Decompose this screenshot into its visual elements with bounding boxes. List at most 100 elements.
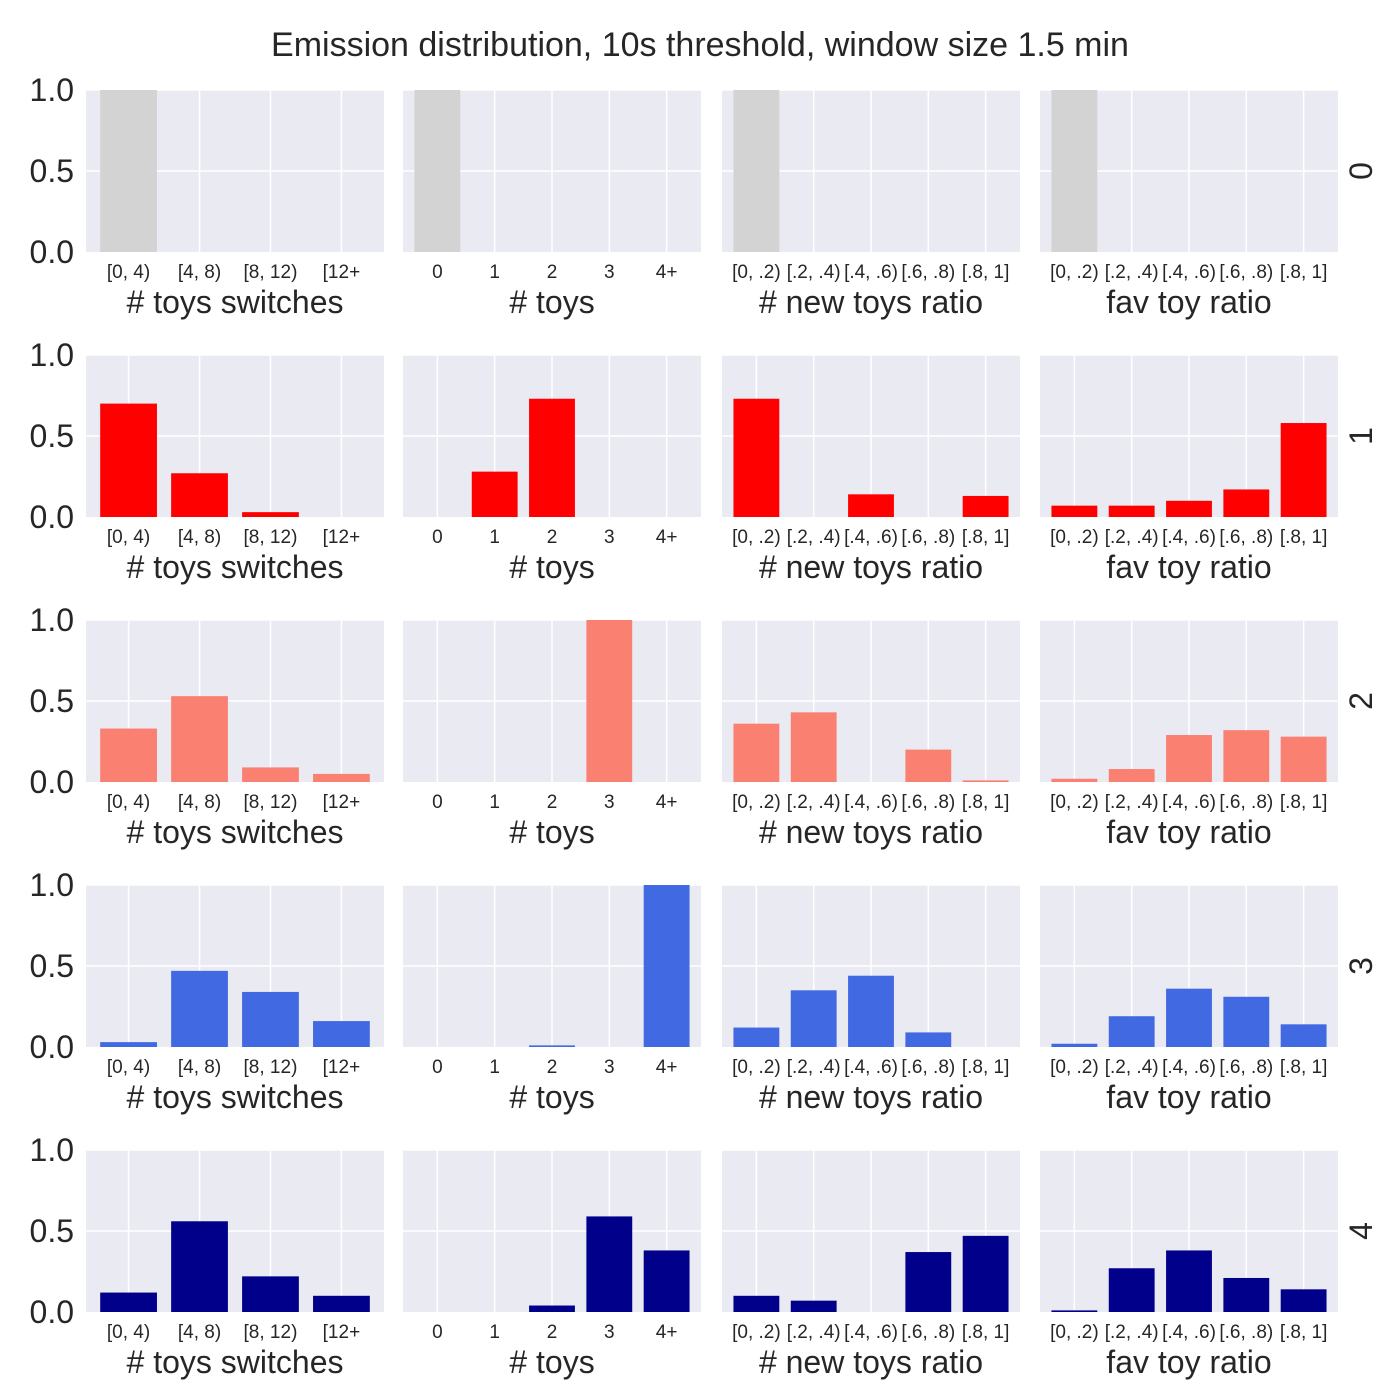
bar-4+	[643, 1250, 690, 1312]
row-label-state-4: 4	[1343, 1222, 1379, 1240]
bar-2	[529, 1305, 575, 1312]
panel-row-0-toys-switches: [0, 4) [4, 8) [8, 12) [12+# toys switches 0.…	[30, 72, 384, 320]
x-tick-label: [.6, .8)	[1219, 1057, 1273, 1078]
bar-0	[414, 90, 461, 252]
bar-[.2, .4)	[1108, 1268, 1155, 1312]
x-tick-label: [0, 4)	[107, 792, 150, 813]
bar-[.6, .8)	[905, 1252, 952, 1312]
x-axis-label: fav toy ratio	[1106, 284, 1271, 320]
x-tick-label: [.4, .6)	[1162, 262, 1216, 283]
bar-[.4, .6)	[1166, 735, 1212, 782]
panel-row-2-toys: 0 1 2 3 4+ # toys	[403, 619, 701, 850]
bar-[.4, .6)	[1166, 988, 1212, 1047]
x-tick-label: [.4, .6)	[1162, 1322, 1216, 1343]
bar-[.4, .6)	[848, 975, 894, 1047]
bar-[.8, 1]	[1280, 1289, 1327, 1312]
bar-[.6, .8)	[1223, 730, 1270, 782]
x-tick-label: [12+	[323, 262, 361, 283]
panel-row-3-toys: 0 1 2 3 4+ # toys	[403, 884, 701, 1115]
x-tick-label: [0, .2)	[732, 1322, 781, 1343]
x-tick-label: [.6, .8)	[901, 527, 955, 548]
bar-[.2, .4)	[790, 1300, 837, 1312]
panel-row-2-fav-toy-ratio: [0, .2) [.2, .4) [.4, .6) [.6, .8) [.8, 1] fa…	[1040, 619, 1338, 850]
x-tick-label: [.2, .4)	[787, 262, 841, 283]
x-tick-label: [.8, 1]	[1280, 1057, 1328, 1078]
panel-row-0-fav-toy-ratio: [0, .2) [.2, .4) [.4, .6) [.6, .8) [.8, 1] fa…	[1040, 89, 1338, 320]
bar-1	[471, 471, 518, 517]
x-tick-label: [0, 4)	[107, 527, 150, 548]
x-axis-label: fav toy ratio	[1106, 1079, 1271, 1115]
y-tick-label: 1.0	[30, 602, 74, 638]
x-tick-label: [8, 12)	[244, 1322, 298, 1343]
x-tick-label: [.2, .4)	[1105, 527, 1159, 548]
x-tick-label: 3	[604, 262, 615, 283]
bar-[.8, 1]	[962, 780, 1009, 782]
x-tick-label: [0, 4)	[107, 1322, 150, 1343]
panel-row-4-new-toys-ratio: [0, .2) [.2, .4) [.4, .6) [.6, .8) [.8, 1]# …	[722, 1149, 1020, 1380]
x-tick-label: 2	[547, 262, 558, 283]
bar-[8, 12)	[242, 512, 299, 517]
bar-[0, .2)	[733, 723, 780, 782]
x-tick-label: [.4, .6)	[844, 262, 898, 283]
panel-grid: [0, 4) [4, 8) [8, 12) [12+ # toys switches 0.…	[30, 72, 1379, 1380]
x-tick-label: [4, 8)	[178, 792, 221, 813]
bar-[8, 12)	[242, 991, 299, 1047]
y-tick-label: 0.5	[30, 153, 74, 189]
x-tick-label: 3	[604, 527, 615, 548]
x-tick-label: [.2, .4)	[787, 792, 841, 813]
x-axis-label: # toys	[509, 814, 594, 850]
x-axis-label: # toys	[509, 284, 594, 320]
panel-row-1-toys: 0 1 2 3 4+ # toys	[403, 354, 701, 585]
x-tick-label: 3	[604, 1322, 615, 1343]
x-tick-label: [.6, .8)	[1219, 792, 1273, 813]
bar-[12+	[313, 1021, 370, 1047]
x-tick-label: [0, .2)	[1050, 527, 1099, 548]
x-tick-label: 0	[432, 527, 443, 548]
x-axis-label: # toys	[509, 549, 594, 585]
x-tick-label: [0, .2)	[732, 262, 781, 283]
x-axis-label: # new toys ratio	[759, 814, 983, 850]
bar-[4, 8)	[171, 696, 228, 782]
panel-row-2-toys-switches: [0, 4) [4, 8) [8, 12) [12+# toys switches 0.…	[30, 602, 384, 850]
x-tick-label: [.2, .4)	[1105, 792, 1159, 813]
x-tick-label: 4+	[656, 792, 678, 813]
bar-[0, .2)	[1051, 90, 1098, 252]
panel-row-1-fav-toy-ratio: [0, .2) [.2, .4) [.4, .6) [.6, .8) [.8, 1] fa…	[1040, 354, 1338, 585]
x-tick-label: [.8, 1]	[962, 1057, 1010, 1078]
y-tick-label: 1.0	[30, 337, 74, 373]
y-tick-label: 0.0	[30, 1294, 74, 1330]
bar-[.6, .8)	[905, 1032, 952, 1047]
x-axis-label: # toys switches	[127, 1344, 344, 1380]
y-tick-label: 0.0	[30, 1029, 74, 1065]
x-tick-label: 0	[432, 1057, 443, 1078]
x-tick-label: [.2, .4)	[787, 1322, 841, 1343]
x-axis-label: # toys	[509, 1079, 594, 1115]
x-tick-label: [.8, 1]	[1280, 792, 1328, 813]
x-axis-label: fav toy ratio	[1106, 1344, 1271, 1380]
x-tick-label: [0, 4)	[107, 262, 150, 283]
y-tick-label: 0.5	[30, 948, 74, 984]
x-tick-label: [.6, .8)	[1219, 262, 1273, 283]
bar-[0, .2)	[1051, 1043, 1098, 1047]
x-tick-label: 2	[547, 792, 558, 813]
x-tick-label: 1	[489, 527, 500, 548]
x-tick-label: [0, .2)	[732, 527, 781, 548]
x-tick-label: 2	[547, 527, 558, 548]
bar-[0, 4)	[100, 1292, 157, 1312]
x-tick-label: 4+	[656, 1057, 678, 1078]
x-tick-label: 4+	[656, 262, 678, 283]
x-tick-label: [.2, .4)	[787, 1057, 841, 1078]
x-tick-label: [.6, .8)	[1219, 1322, 1273, 1343]
x-tick-label: [0, .2)	[1050, 792, 1099, 813]
x-tick-label: 3	[604, 792, 615, 813]
x-tick-label: [0, .2)	[1050, 1057, 1099, 1078]
bar-[12+	[313, 773, 370, 782]
bar-[.2, .4)	[1108, 1016, 1155, 1047]
x-tick-label: 2	[547, 1057, 558, 1078]
x-tick-label: [.8, 1]	[962, 792, 1010, 813]
x-tick-label: [.8, 1]	[1280, 527, 1328, 548]
x-tick-label: 1	[489, 792, 500, 813]
bar-[0, .2)	[733, 1027, 780, 1047]
y-tick-label: 0.5	[30, 1213, 74, 1249]
bar-[12+	[313, 1295, 370, 1312]
